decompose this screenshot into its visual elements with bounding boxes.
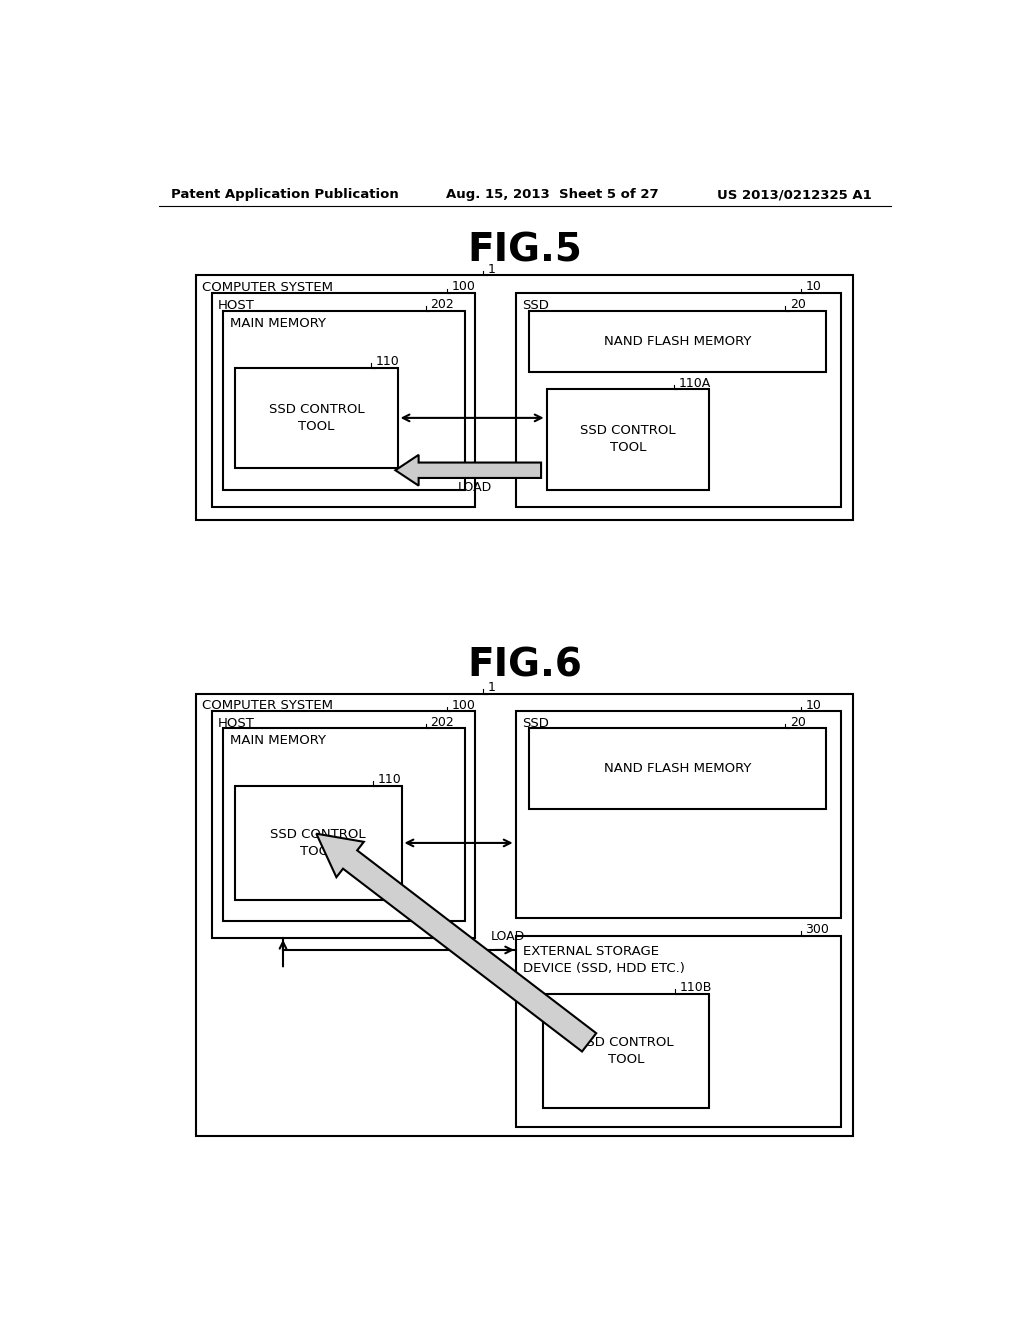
Text: 202: 202: [430, 715, 454, 729]
Text: 100: 100: [452, 698, 475, 711]
Bar: [543, 994, 710, 1107]
Text: HOST: HOST: [218, 717, 255, 730]
Text: 10: 10: [805, 280, 821, 293]
Text: 1: 1: [487, 681, 496, 694]
Text: 10: 10: [805, 698, 821, 711]
Text: SSD: SSD: [521, 717, 549, 730]
Text: Aug. 15, 2013  Sheet 5 of 27: Aug. 15, 2013 Sheet 5 of 27: [445, 187, 658, 201]
Text: 100: 100: [452, 280, 475, 293]
Bar: [515, 936, 841, 1127]
Text: 20: 20: [790, 298, 806, 312]
Bar: [547, 389, 710, 490]
Bar: [529, 729, 825, 809]
Text: SSD CONTROL
TOOL: SSD CONTROL TOOL: [580, 425, 676, 454]
Text: 202: 202: [430, 298, 454, 312]
Text: FIG.5: FIG.5: [467, 232, 583, 269]
Text: LOAD: LOAD: [458, 480, 493, 494]
Text: 300: 300: [805, 924, 829, 936]
Text: 110: 110: [378, 774, 401, 787]
Text: SSD: SSD: [521, 298, 549, 312]
Text: US 2013/0212325 A1: US 2013/0212325 A1: [717, 187, 871, 201]
Text: NAND FLASH MEMORY: NAND FLASH MEMORY: [604, 762, 752, 775]
Text: LOAD: LOAD: [490, 929, 525, 942]
Bar: [197, 693, 853, 1137]
Text: HOST: HOST: [218, 298, 255, 312]
Bar: [529, 312, 825, 372]
Text: SSD CONTROL
TOOL: SSD CONTROL TOOL: [579, 1036, 674, 1065]
Polygon shape: [316, 834, 596, 1052]
Text: EXTERNAL STORAGE
DEVICE (SSD, HDD ETC.): EXTERNAL STORAGE DEVICE (SSD, HDD ETC.): [523, 945, 685, 975]
Text: Patent Application Publication: Patent Application Publication: [171, 187, 398, 201]
Text: NAND FLASH MEMORY: NAND FLASH MEMORY: [604, 335, 752, 348]
Text: 110: 110: [376, 355, 399, 368]
Bar: [515, 293, 841, 507]
Text: 1: 1: [487, 263, 496, 276]
Bar: [223, 729, 465, 921]
Polygon shape: [395, 455, 541, 486]
Bar: [515, 711, 841, 917]
Text: SSD CONTROL
TOOL: SSD CONTROL TOOL: [268, 403, 365, 433]
Text: FIG.6: FIG.6: [467, 645, 583, 684]
Text: COMPUTER SYSTEM: COMPUTER SYSTEM: [203, 281, 334, 294]
Bar: [212, 711, 475, 939]
Text: SSD CONTROL
TOOL: SSD CONTROL TOOL: [270, 828, 366, 858]
Bar: [234, 368, 397, 469]
Bar: [223, 312, 465, 490]
Text: 20: 20: [790, 715, 806, 729]
Text: MAIN MEMORY: MAIN MEMORY: [229, 734, 326, 747]
Bar: [212, 293, 475, 507]
Text: MAIN MEMORY: MAIN MEMORY: [229, 317, 326, 330]
Bar: [234, 785, 401, 900]
Bar: [197, 276, 853, 520]
Text: 110A: 110A: [678, 376, 711, 389]
Text: 110B: 110B: [680, 981, 712, 994]
Text: COMPUTER SYSTEM: COMPUTER SYSTEM: [203, 700, 334, 713]
